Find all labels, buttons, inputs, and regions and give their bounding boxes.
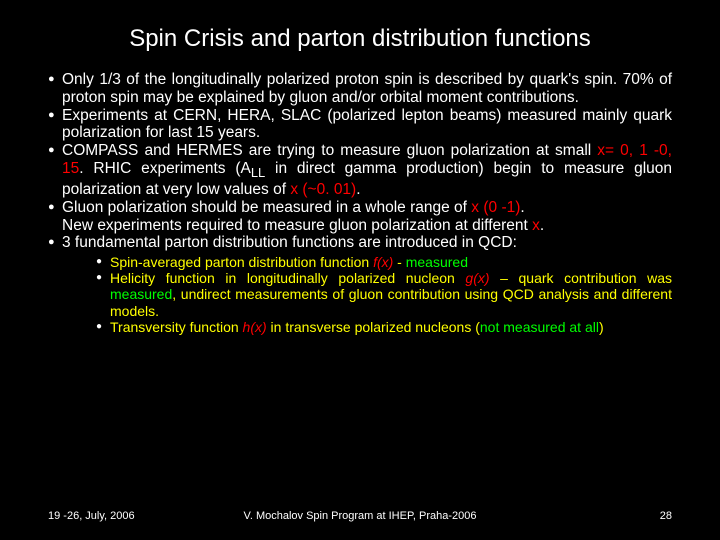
sub-bullet-list: Spin-averaged parton distribution functi…	[48, 254, 672, 334]
bullet-3-text-a: COMPASS and HERMES are trying to measure…	[62, 142, 597, 159]
slide-footer: 19 -26, July, 2006 V. Mochalov Spin Prog…	[0, 510, 720, 522]
footer-page-number: 28	[660, 510, 672, 522]
bullet-4-x: x	[532, 217, 540, 234]
bullet-4-text-f: .	[540, 217, 544, 234]
sub-3-hx: h(x)	[243, 319, 267, 335]
bullet-1: Only 1/3 of the longitudinally polarized…	[48, 71, 672, 107]
bullet-3-sub-ll: LL	[251, 165, 265, 180]
bullet-4-text-c: .	[520, 199, 524, 216]
sub-3-not-measured: not measured at all	[480, 319, 599, 335]
sub-1-text-c: -	[393, 254, 405, 270]
bullet-4-text-a: Gluon polarization should be measured in…	[62, 199, 471, 216]
sub-2-text-e: , undirect measurements of gluon contrib…	[110, 286, 672, 318]
sub-bullet-3: Transversity function h(x) in transverse…	[96, 319, 672, 335]
footer-date: 19 -26, July, 2006	[48, 510, 135, 522]
main-bullet-list: Only 1/3 of the longitudinally polarized…	[48, 71, 672, 252]
bullet-4: Gluon polarization should be measured in…	[48, 199, 672, 235]
sub-3-text-a: Transversity function	[110, 319, 243, 335]
bullet-5-text: 3 fundamental parton distribution functi…	[62, 234, 517, 251]
sub-2-text-c: – quark contribution was	[490, 270, 672, 286]
sub-1-fx: f(x)	[373, 254, 393, 270]
bullet-3-text-c: . RHIC experiments (A	[79, 160, 251, 177]
sub-2-gx: g(x)	[465, 270, 489, 286]
sub-3-text-e: )	[599, 319, 604, 335]
bullet-3-x-range-2: x (~0. 01)	[290, 181, 356, 198]
slide-content: Only 1/3 of the longitudinally polarized…	[0, 71, 720, 335]
slide-title: Spin Crisis and parton distribution func…	[0, 0, 720, 71]
bullet-4-x-range: x (0 -1)	[471, 199, 520, 216]
sub-1-text-a: Spin-averaged parton distribution functi…	[110, 254, 373, 270]
sub-bullet-2: Helicity function in longitudinally pola…	[96, 270, 672, 318]
sub-2-measured: measured	[110, 286, 172, 302]
bullet-4-text-d: New experiments required to measure gluo…	[62, 217, 532, 234]
sub-1-measured: measured	[406, 254, 468, 270]
sub-3-text-c: in transverse polarized nucleons (	[267, 319, 480, 335]
sub-bullet-1: Spin-averaged parton distribution functi…	[96, 254, 672, 270]
bullet-3-text-g: .	[356, 181, 360, 198]
bullet-1-text: Only 1/3 of the longitudinally polarized…	[62, 71, 672, 106]
bullet-5: 3 fundamental parton distribution functi…	[48, 234, 672, 252]
bullet-2-text: Experiments at CERN, HERA, SLAC (polariz…	[62, 107, 672, 142]
bullet-2: Experiments at CERN, HERA, SLAC (polariz…	[48, 107, 672, 143]
bullet-3: COMPASS and HERMES are trying to measure…	[48, 142, 672, 199]
sub-2-text-a: Helicity function in longitudinally pola…	[110, 270, 465, 286]
footer-author: V. Mochalov Spin Program at IHEP, Praha-…	[244, 510, 477, 522]
